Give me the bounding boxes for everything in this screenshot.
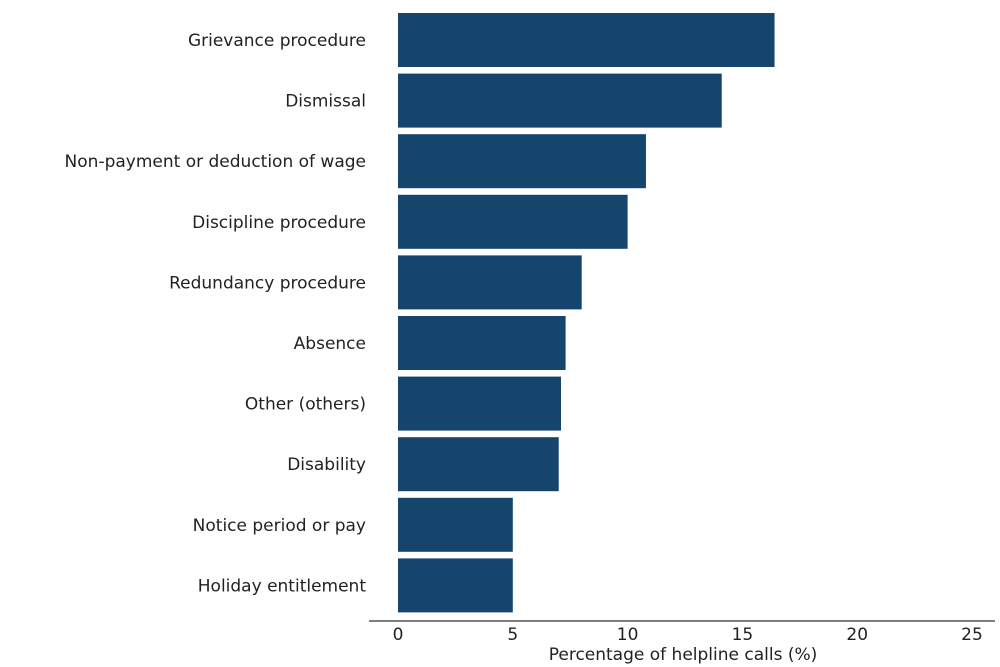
bar-9	[398, 558, 513, 613]
category-label: Other (others)	[245, 395, 366, 415]
bar-8	[398, 497, 513, 552]
x-tick-label: 10	[617, 625, 639, 645]
bar-7	[398, 437, 559, 492]
category-label: Non-payment or deduction of wage	[65, 152, 366, 172]
category-label: Redundancy procedure	[169, 273, 366, 293]
category-label: Disability	[287, 455, 366, 475]
bar-0	[398, 13, 775, 67]
bar-5	[398, 316, 566, 370]
category-label: Grievance procedure	[188, 31, 366, 51]
bar-1	[398, 73, 722, 128]
category-label: Holiday entitlement	[198, 576, 367, 596]
x-axis-label: Percentage of helpline calls (%)	[549, 645, 818, 665]
category-label: Notice period or pay	[193, 516, 366, 536]
category-label: Absence	[294, 334, 366, 354]
x-tick-label: 15	[732, 625, 754, 645]
x-tick-label: 20	[846, 625, 868, 645]
category-label: Discipline procedure	[192, 213, 366, 233]
x-tick-label: 5	[507, 625, 518, 645]
category-label: Dismissal	[285, 92, 366, 112]
bar-4	[398, 255, 582, 310]
bar-2	[398, 134, 646, 189]
x-tick-label: 25	[961, 625, 983, 645]
bar-3	[398, 194, 628, 249]
bar-6	[398, 376, 562, 431]
x-tick-label: 0	[393, 625, 404, 645]
